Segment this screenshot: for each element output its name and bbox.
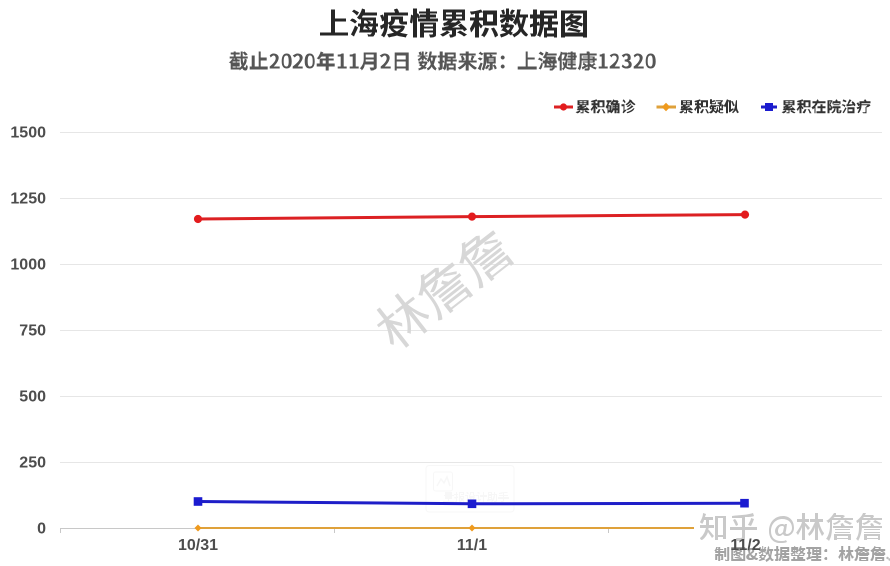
svg-text:1500: 1500 xyxy=(10,125,46,142)
svg-text:1250: 1250 xyxy=(10,191,46,208)
svg-text:0: 0 xyxy=(37,521,46,538)
svg-text:500: 500 xyxy=(19,389,46,406)
svg-text:11/2: 11/2 xyxy=(730,537,760,554)
svg-text:250: 250 xyxy=(19,455,46,472)
svg-text:1000: 1000 xyxy=(10,257,46,274)
svg-text:10/31: 10/31 xyxy=(178,537,218,554)
svg-text:11/1: 11/1 xyxy=(457,537,487,554)
svg-text:750: 750 xyxy=(19,323,46,340)
